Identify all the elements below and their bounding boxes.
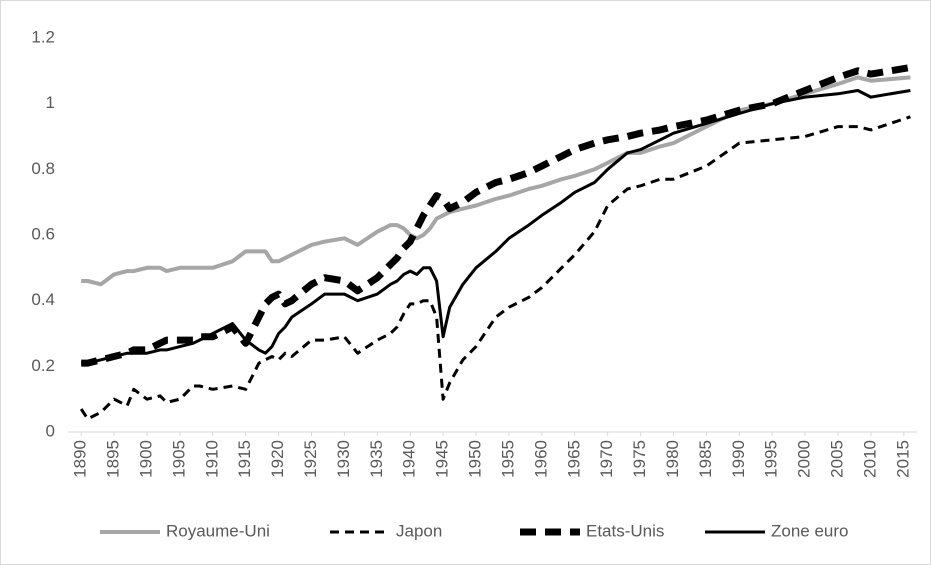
y-tick-label: 0.2: [31, 356, 55, 375]
series-line: [81, 89, 911, 365]
y-tick-label: 1: [46, 93, 55, 112]
x-tick-label: 1975: [630, 440, 649, 478]
y-tick-label: 0: [46, 421, 55, 440]
x-tick-label: 2010: [860, 440, 879, 478]
legend-label: Royaume-Uni: [166, 521, 270, 540]
x-tick-label: 1910: [202, 440, 221, 478]
x-tick-label: 2015: [893, 440, 912, 478]
x-tick-label: 1925: [301, 440, 320, 478]
series-line: [81, 75, 911, 287]
x-tick-label: 1985: [696, 440, 715, 478]
series-line: [79, 115, 911, 421]
y-tick-label: 0.8: [31, 159, 55, 178]
legend-label: Zone euro: [771, 521, 849, 540]
x-tick-label: 2000: [795, 440, 814, 478]
x-tick-label: 1965: [564, 440, 583, 478]
y-tick-label: 0.6: [31, 224, 55, 243]
x-tick-label: 1890: [71, 440, 90, 478]
x-tick-label: 1935: [367, 440, 386, 478]
legend-label: Etats-Unis: [586, 521, 664, 540]
x-tick-label: 1990: [729, 440, 748, 478]
x-tick-label: 1980: [663, 440, 682, 478]
series-line: [81, 64, 911, 367]
x-tick-label: 1945: [433, 440, 452, 478]
x-tick-label: 1960: [531, 440, 550, 478]
x-tick-label: 1930: [334, 440, 353, 478]
x-tick-label: 1995: [762, 440, 781, 478]
x-tick-label: 1970: [597, 440, 616, 478]
x-tick-label: 1920: [268, 440, 287, 478]
x-tick-label: 2005: [828, 440, 847, 478]
x-tick-label: 1950: [466, 440, 485, 478]
x-tick-label: 1895: [104, 440, 123, 478]
y-tick-label: 0.4: [31, 290, 55, 309]
y-tick-label: 1.2: [31, 27, 55, 46]
legend-label: Japon: [396, 521, 442, 540]
x-tick-label: 1915: [235, 440, 254, 478]
x-tick-label: 1955: [498, 440, 517, 478]
x-tick-label: 1905: [169, 440, 188, 478]
x-tick-label: 1940: [400, 440, 419, 478]
x-tick-label: 1900: [136, 440, 155, 478]
